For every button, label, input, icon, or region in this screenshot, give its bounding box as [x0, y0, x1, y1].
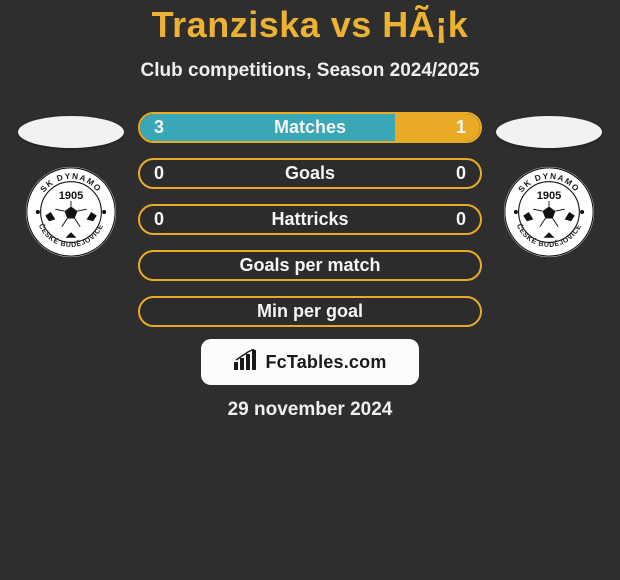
page-title: Tranziska vs HÃ¡k: [0, 4, 620, 46]
stat-row: Goals per match: [138, 250, 482, 281]
stats-column: 31Matches 00Goals 00Hattricks Goals per mat…: [138, 112, 482, 327]
country-flag-right: [496, 116, 602, 148]
brand-box: FcTables.com: [201, 339, 419, 385]
right-player-col: SK DYNAMO ČESKÉ BUDĚJOVICE 1905: [492, 112, 606, 258]
stat-row: 31Matches: [138, 112, 482, 143]
stat-label: Goals per match: [140, 255, 480, 276]
main-row: SK DYNAMO ČESKÉ BUDĚJOVICE 1905 31Matche…: [0, 112, 620, 327]
stat-label: Hattricks: [140, 209, 480, 230]
country-flag-left: [18, 116, 124, 148]
svg-text:1905: 1905: [59, 190, 84, 202]
club-badge-right: SK DYNAMO ČESKÉ BUDĚJOVICE 1905: [503, 166, 595, 258]
stat-label: Min per goal: [140, 301, 480, 322]
svg-text:1905: 1905: [537, 190, 562, 202]
footer-date: 29 november 2024: [0, 399, 620, 421]
left-player-col: SK DYNAMO ČESKÉ BUDĚJOVICE 1905: [14, 112, 128, 258]
brand-name: FcTables.com: [265, 352, 386, 373]
chart-icon: [233, 349, 259, 376]
stat-row: 00Goals: [138, 158, 482, 189]
stat-row: 00Hattricks: [138, 204, 482, 235]
stat-label: Goals: [140, 163, 480, 184]
stat-label: Matches: [140, 117, 480, 138]
stat-row: Min per goal: [138, 296, 482, 327]
page-subtitle: Club competitions, Season 2024/2025: [0, 60, 620, 82]
club-badge-left: SK DYNAMO ČESKÉ BUDĚJOVICE 1905: [25, 166, 117, 258]
